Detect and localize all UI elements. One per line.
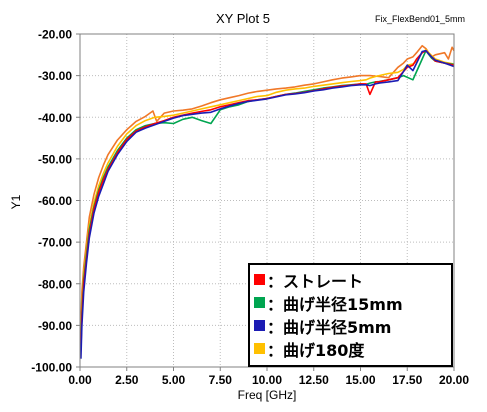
legend-item-bend-5mm: ：曲げ半径5mm — [254, 314, 447, 337]
legend-label-bend-5mm: ：曲げ半径5mm — [267, 317, 392, 337]
legend-label-bend-180: ：曲げ180度 — [267, 340, 365, 360]
legend-item-bend-15mm: ：曲げ半径15mm — [254, 291, 447, 314]
legend-label-straight: ：ストレート — [267, 271, 364, 291]
x-tick-label: 15.00 — [345, 373, 375, 387]
y-tick-label: -20.00 — [38, 28, 72, 42]
series-line-bend-5mm — [80, 49, 455, 359]
legend-swatch-bend-180 — [254, 343, 265, 354]
legend-item-bend-180: ：曲げ180度 — [254, 337, 447, 360]
legend-swatch-straight — [254, 274, 265, 285]
x-tick-label: 2.50 — [115, 373, 139, 387]
x-axis-ticks: 0.00 2.50 5.00 7.50 10.00 12.50 15.00 17.50 20.0… — [68, 367, 469, 387]
x-axis-label: Freq [GHz] — [238, 388, 297, 402]
y-tick-label: -70.00 — [38, 236, 72, 250]
y-tick-label: -50.00 — [38, 152, 72, 166]
x-tick-label: 17.50 — [392, 373, 422, 387]
series-lines — [80, 44, 455, 359]
x-tick-label: 20.00 — [439, 373, 469, 387]
legend-swatch-bend-5mm — [254, 320, 265, 331]
y-axis-label: Y1 — [9, 194, 23, 209]
series-line-orange — [80, 44, 455, 326]
chart-title: XY Plot 5 — [216, 11, 270, 26]
x-tick-label: 7.50 — [209, 373, 233, 387]
chart-subtitle: Fix_FlexBend01_5mm — [375, 14, 465, 24]
y-tick-label: -40.00 — [38, 111, 72, 125]
y-tick-label: -90.00 — [38, 319, 72, 333]
y-axis-ticks: -20.00 -30.00 -40.00 -50.00 -60.00 -70.00 -80.… — [31, 28, 80, 375]
y-tick-label: -100.00 — [31, 361, 72, 375]
x-tick-label: 12.50 — [299, 373, 329, 387]
y-tick-label: -80.00 — [38, 277, 72, 291]
legend-swatch-bend-15mm — [254, 297, 265, 308]
legend-label-bend-15mm: ：曲げ半径15mm — [267, 294, 403, 314]
legend-item-straight: ：ストレート — [254, 268, 447, 291]
x-tick-label: 5.00 — [162, 373, 186, 387]
y-tick-label: -60.00 — [38, 194, 72, 208]
legend: ：ストレート ：曲げ半径15mm ：曲げ半径5mm ：曲げ180度 — [248, 263, 453, 367]
x-tick-label: 10.00 — [252, 373, 282, 387]
y-tick-label: -30.00 — [38, 69, 72, 83]
x-tick-label: 0.00 — [68, 373, 92, 387]
